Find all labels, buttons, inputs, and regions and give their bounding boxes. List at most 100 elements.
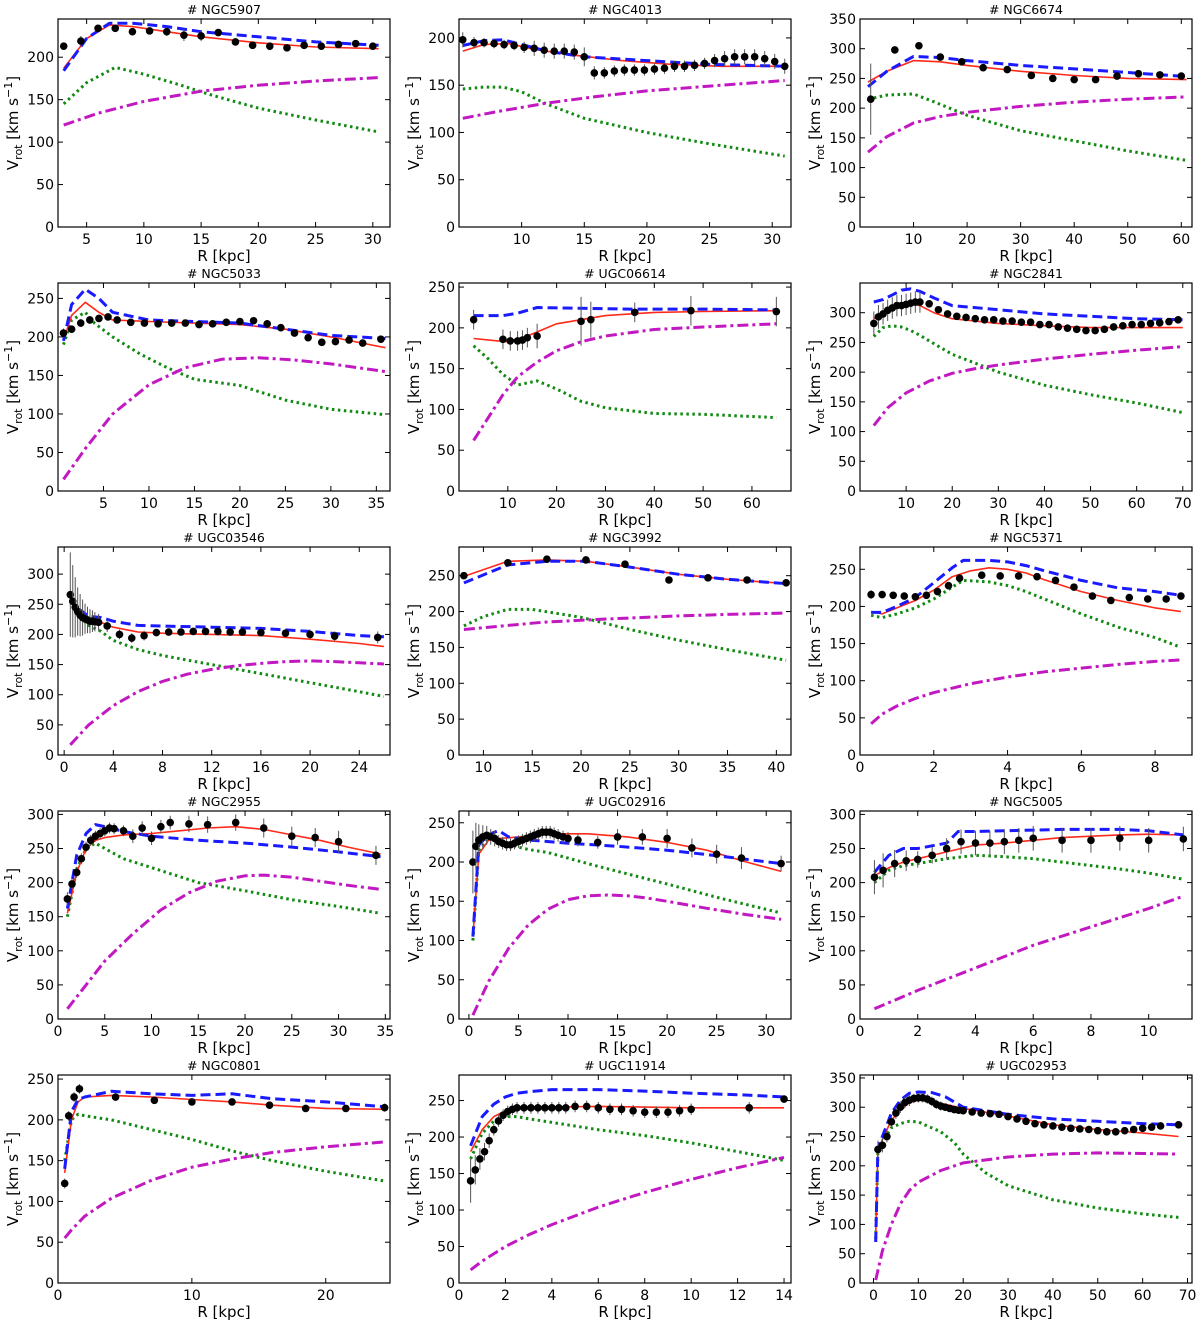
data-point bbox=[157, 822, 165, 831]
y-tick-label: 50 bbox=[838, 711, 856, 727]
data-point bbox=[1029, 834, 1038, 843]
data-point bbox=[68, 880, 76, 888]
y-axis-label: Vrot [km s−1] bbox=[403, 1132, 426, 1226]
y-tick-label: 200 bbox=[428, 31, 455, 47]
data-point bbox=[772, 307, 781, 316]
data-point bbox=[560, 47, 569, 55]
data-point bbox=[75, 1085, 84, 1093]
data-point bbox=[185, 820, 193, 828]
x-axis-label: R [kpc] bbox=[197, 511, 250, 529]
y-axis-label: Vrot [km s−1] bbox=[403, 340, 426, 434]
x-tick-label: 10 bbox=[559, 1024, 577, 1040]
data-point bbox=[1088, 592, 1097, 600]
x-tick-label: 35 bbox=[376, 1024, 394, 1040]
y-axis-label: Vrot [km s−1] bbox=[403, 76, 426, 170]
x-tick-label: 20 bbox=[317, 1288, 335, 1304]
series-green-line bbox=[469, 1115, 785, 1162]
data-point bbox=[167, 319, 176, 327]
data-point bbox=[201, 627, 210, 636]
x-tick-label: 5 bbox=[82, 232, 91, 248]
data-point bbox=[281, 629, 290, 638]
data-point bbox=[380, 1103, 389, 1112]
data-point bbox=[540, 46, 548, 54]
data-point bbox=[288, 832, 296, 841]
data-point bbox=[866, 95, 875, 104]
x-tick-label: 24 bbox=[350, 760, 368, 776]
y-tick-label: 150 bbox=[428, 362, 455, 378]
data-point bbox=[369, 42, 377, 50]
series-blue-line bbox=[462, 38, 785, 68]
data-point bbox=[1087, 836, 1095, 845]
y-tick-label: 250 bbox=[829, 335, 856, 351]
series-magenta-line bbox=[870, 658, 1181, 725]
y-tick-label: 200 bbox=[428, 855, 455, 871]
x-tick-label: 35 bbox=[719, 760, 737, 776]
data-point bbox=[660, 64, 669, 72]
data-point bbox=[887, 1118, 896, 1126]
data-point bbox=[345, 336, 353, 344]
x-tick-label: 10 bbox=[905, 232, 923, 248]
data-point bbox=[76, 319, 85, 327]
axes-frame bbox=[859, 1074, 1193, 1284]
panel-2: # NGC6674 10 20 30 40 50 60 0 50 100 150 200 250 300 3… bbox=[804, 2, 1193, 265]
x-tick-label: 0 bbox=[856, 1024, 865, 1040]
y-axis-label: Vrot [km s−1] bbox=[804, 1132, 827, 1226]
series-magenta-line bbox=[63, 1140, 385, 1240]
data-point bbox=[1177, 592, 1185, 600]
x-tick-label: 20 bbox=[638, 232, 656, 248]
series-magenta-line bbox=[874, 1151, 1179, 1281]
y-tick-label: 350 bbox=[829, 12, 856, 28]
y-tick-label: 250 bbox=[428, 280, 455, 296]
panel-title: # UGC06614 bbox=[584, 266, 666, 281]
y-axis-label: Vrot [km s−1] bbox=[804, 76, 827, 170]
data-point bbox=[561, 1104, 570, 1112]
data-point bbox=[1125, 593, 1134, 602]
data-point bbox=[1036, 320, 1044, 329]
x-tick-label: 6 bbox=[1029, 1024, 1038, 1040]
data-point bbox=[995, 1110, 1003, 1119]
axes-frame bbox=[57, 546, 391, 756]
x-tick-label: 0 bbox=[54, 1288, 63, 1304]
data-point bbox=[460, 571, 468, 580]
data-point bbox=[670, 62, 679, 71]
data-point bbox=[111, 24, 120, 33]
data-point bbox=[485, 1136, 493, 1145]
data-point bbox=[942, 844, 951, 853]
y-tick-label: 50 bbox=[437, 173, 455, 189]
data-point bbox=[574, 836, 582, 844]
data-point bbox=[466, 1177, 475, 1185]
x-tick-label: 15 bbox=[186, 496, 204, 512]
data-point bbox=[1040, 1121, 1048, 1129]
series-green-line bbox=[463, 607, 787, 662]
data-point bbox=[1129, 1125, 1138, 1134]
data-point bbox=[222, 318, 231, 327]
series-magenta-line bbox=[873, 894, 1184, 1011]
x-tick-label: 20 bbox=[249, 232, 267, 248]
y-tick-label: 350 bbox=[829, 1071, 856, 1087]
data-point bbox=[104, 313, 112, 321]
x-tick-label: 30 bbox=[364, 232, 382, 248]
y-tick-label: 150 bbox=[829, 395, 856, 411]
data-point bbox=[77, 854, 86, 863]
series-green-line bbox=[68, 600, 385, 698]
data-point bbox=[879, 866, 887, 875]
series-magenta-line bbox=[462, 79, 785, 120]
data-point bbox=[265, 1101, 274, 1109]
data-point bbox=[902, 856, 910, 865]
data-point bbox=[710, 56, 719, 65]
data-point bbox=[770, 57, 779, 66]
panel-13: # UGC11914 0 2 4 6 8 10 12 14 0 50 100 150 200 250 R [k… bbox=[403, 1058, 793, 1321]
data-point bbox=[1013, 1115, 1021, 1123]
series-magenta-line bbox=[66, 873, 381, 1010]
data-point bbox=[1179, 835, 1188, 843]
series-magenta-line bbox=[472, 322, 777, 442]
data-point bbox=[1058, 836, 1066, 845]
x-tick-label: 6 bbox=[1077, 760, 1086, 776]
data-point bbox=[523, 333, 532, 342]
data-point bbox=[331, 337, 340, 346]
x-tick-label: 0 bbox=[54, 1024, 63, 1040]
x-tick-label: 30 bbox=[1012, 232, 1030, 248]
series-green-line bbox=[874, 1119, 1179, 1240]
y-tick-label: 100 bbox=[829, 1217, 856, 1233]
data-point bbox=[980, 316, 989, 324]
